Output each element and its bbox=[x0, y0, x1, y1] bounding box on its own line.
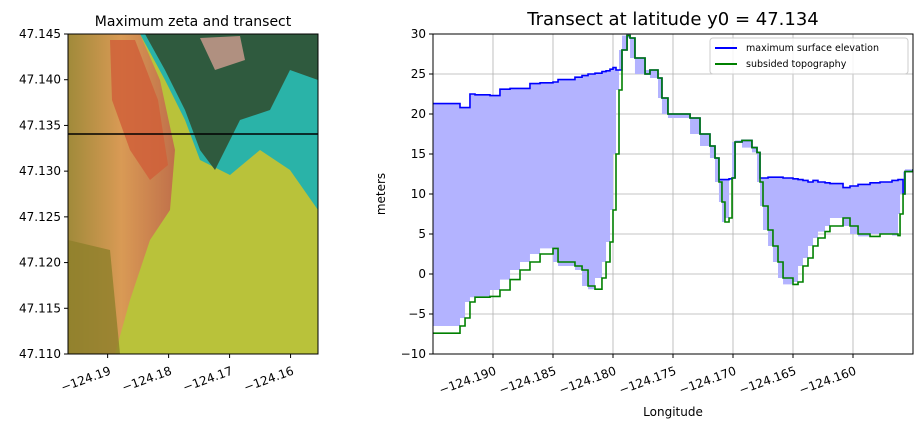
map-title: Maximum zeta and transect bbox=[95, 14, 292, 30]
map-y-tick-label: 47.140 bbox=[19, 73, 61, 87]
y-tick-label: 10 bbox=[411, 187, 426, 201]
legend-label-topography: subsided topography bbox=[746, 59, 847, 70]
y-tick-label: 30 bbox=[411, 27, 426, 41]
legend: maximum surface elevation subsided topog… bbox=[709, 37, 909, 75]
y-tick-label: −5 bbox=[408, 307, 426, 321]
map-frame bbox=[67, 33, 319, 355]
map-x-tick-label: −124.17 bbox=[181, 364, 235, 395]
series-line-topography bbox=[433, 34, 913, 334]
chart-title: Transect at latitude y0 = 47.134 bbox=[526, 9, 819, 30]
y-tick-label: 5 bbox=[418, 227, 426, 241]
dune-area bbox=[68, 240, 120, 354]
y-tick-label: −10 bbox=[401, 347, 426, 361]
map-y-tick-label: 47.135 bbox=[19, 118, 61, 132]
x-axis-label: Longitude bbox=[643, 405, 703, 419]
x-tick-label: −124.170 bbox=[677, 364, 738, 398]
max-zeta-red bbox=[110, 40, 168, 180]
x-tick-label: −124.180 bbox=[557, 364, 618, 398]
map-y-tick-label: 47.130 bbox=[19, 164, 61, 178]
map-y-tick-label: 47.110 bbox=[19, 347, 61, 361]
legend-box bbox=[709, 37, 909, 75]
x-tick-label: −124.175 bbox=[617, 364, 678, 398]
map-y-tick-label: 47.120 bbox=[19, 256, 61, 270]
x-tick-label: −124.185 bbox=[497, 364, 558, 398]
x-tick-label: −124.160 bbox=[797, 364, 858, 398]
legend-label-surface: maximum surface elevation bbox=[746, 43, 879, 54]
map-x-tick-label: −124.19 bbox=[59, 364, 113, 395]
y-tick-label: 0 bbox=[418, 267, 426, 281]
map-image bbox=[68, 34, 318, 354]
y-tick-label: 25 bbox=[411, 67, 426, 81]
map-y-tick-label: 47.115 bbox=[19, 301, 61, 315]
cleared-land bbox=[200, 36, 245, 70]
x-tick-label: −124.190 bbox=[437, 364, 498, 398]
y-axis-label: meters bbox=[374, 173, 388, 215]
y-tick-label: 15 bbox=[411, 147, 426, 161]
map-x-tick-label: −124.18 bbox=[120, 364, 174, 395]
forest-land bbox=[145, 34, 318, 170]
y-tick-label: 20 bbox=[411, 107, 426, 121]
map-x-tick-label: −124.16 bbox=[242, 364, 296, 395]
map-y-tick-label: 47.125 bbox=[19, 210, 61, 224]
map-y-tick-label: 47.145 bbox=[19, 27, 61, 41]
x-tick-label: −124.165 bbox=[737, 364, 798, 398]
